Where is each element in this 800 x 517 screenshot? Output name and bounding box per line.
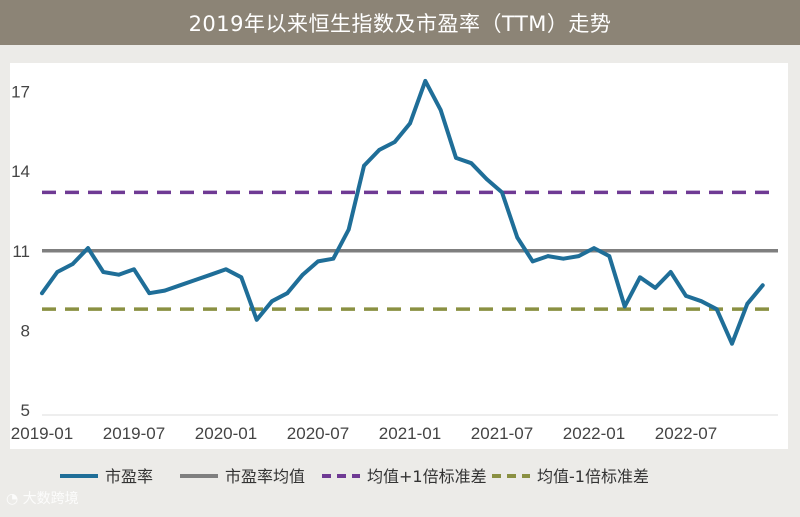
pe-ratio-point-34 <box>561 256 566 261</box>
pe-ratio-point-26 <box>438 108 443 112</box>
pe-ratio-point-37 <box>607 254 612 258</box>
pe-ratio-point-27 <box>454 156 458 160</box>
pe-ratio-point-10 <box>193 278 198 282</box>
pe-ratio-point-4 <box>101 270 106 274</box>
pe-ratio-point-30 <box>500 190 504 195</box>
pe-ratio-point-5 <box>116 272 121 277</box>
x-tick-label-1: 2019-07 <box>103 424 165 443</box>
pe-ratio-point-9 <box>178 283 182 288</box>
x-tick-label-5: 2021-07 <box>471 424 533 443</box>
pe-ratio-point-17 <box>300 272 305 277</box>
plot-layer <box>40 78 778 346</box>
pe-ratio-point-46 <box>745 302 750 306</box>
pe-ratio-point-0 <box>40 291 44 295</box>
y-tick-label-8: 8 <box>21 321 30 340</box>
pe-ratio-point-2 <box>70 262 75 266</box>
pe-ratio-point-25 <box>423 79 428 83</box>
pe-ratio-point-47 <box>760 283 765 288</box>
pe-ratio-point-35 <box>576 254 581 258</box>
x-tick-label-2: 2020-01 <box>195 424 257 443</box>
pe-ratio-point-45 <box>730 341 734 346</box>
pe-ratio-point-24 <box>408 121 412 126</box>
y-tick-label-11: 11 <box>12 242 30 261</box>
pe-ratio-point-14 <box>254 318 259 322</box>
y-tick-label-14: 14 <box>11 162 30 181</box>
legend-label-3: 均值-1倍标准差 <box>537 467 649 486</box>
pe-ratio-point-39 <box>638 275 642 280</box>
pe-ratio-point-3 <box>86 246 90 250</box>
pe-ratio-point-6 <box>132 267 136 272</box>
x-tick-label-4: 2021-01 <box>379 424 441 443</box>
legend-label-0: 市盈率 <box>105 467 153 486</box>
pe-ratio-point-18 <box>316 259 320 264</box>
watermark-logo: ◔ 大数跨境 <box>6 488 79 508</box>
x-tick-label-0: 2019-01 <box>11 424 73 443</box>
pe-ratio-line <box>40 78 765 346</box>
pe-ratio-point-42 <box>684 294 688 298</box>
pe-ratio-point-7 <box>147 291 152 295</box>
pe-ratio-point-12 <box>224 267 228 272</box>
pe-ratio-chart: 5 8 11 14 17 2019-01 2019-07 2020-01 2020-07 2021… <box>0 45 800 517</box>
chart-title: 2019年以来恒生指数及市盈率（TTM）走势 <box>0 0 800 45</box>
legend: 市盈率 市盈率均值 均值+1倍标准差 均值-1倍标准差 <box>60 467 649 486</box>
pe-ratio-point-31 <box>515 235 520 240</box>
pe-ratio-point-40 <box>653 286 658 290</box>
x-tick-label-3: 2020-07 <box>287 424 349 443</box>
pe-ratio-point-20 <box>346 227 351 232</box>
pe-ratio-point-13 <box>239 275 244 280</box>
watermark-icon: ◔ <box>6 491 19 507</box>
pe-ratio-point-38 <box>622 304 627 309</box>
pe-ratio-point-21 <box>362 164 366 168</box>
axis-layer: 5 8 11 14 17 2019-01 2019-07 2020-01 2020-07 2021… <box>11 83 778 443</box>
legend-label-1: 市盈率均值 <box>225 467 305 486</box>
pe-ratio-point-1 <box>55 270 60 274</box>
pe-ratio-point-11 <box>208 272 213 277</box>
pe-ratio-point-43 <box>699 299 704 303</box>
pe-ratio-point-28 <box>469 161 474 165</box>
x-tick-label-7: 2022-07 <box>655 424 717 443</box>
pe-ratio-point-41 <box>668 270 673 274</box>
pe-ratio-point-44 <box>714 307 719 312</box>
pe-ratio-point-36 <box>592 246 596 250</box>
pe-ratio-point-16 <box>285 291 290 295</box>
legend-label-2: 均值+1倍标准差 <box>367 467 487 486</box>
pe-ratio-point-19 <box>331 256 336 261</box>
pe-ratio-point-33 <box>546 254 550 258</box>
pe-ratio-point-23 <box>392 140 397 144</box>
pe-ratio-point-8 <box>162 288 167 293</box>
watermark-text: 大数跨境 <box>22 491 79 507</box>
pe-ratio-point-15 <box>270 299 274 303</box>
y-tick-label-17: 17 <box>11 83 30 102</box>
pe-ratio-point-32 <box>530 259 535 264</box>
x-tick-label-6: 2022-01 <box>563 424 625 443</box>
y-tick-label-5: 5 <box>21 401 30 420</box>
pe-ratio-point-29 <box>484 177 489 181</box>
plot-area <box>10 63 788 449</box>
pe-ratio-point-22 <box>377 148 382 152</box>
